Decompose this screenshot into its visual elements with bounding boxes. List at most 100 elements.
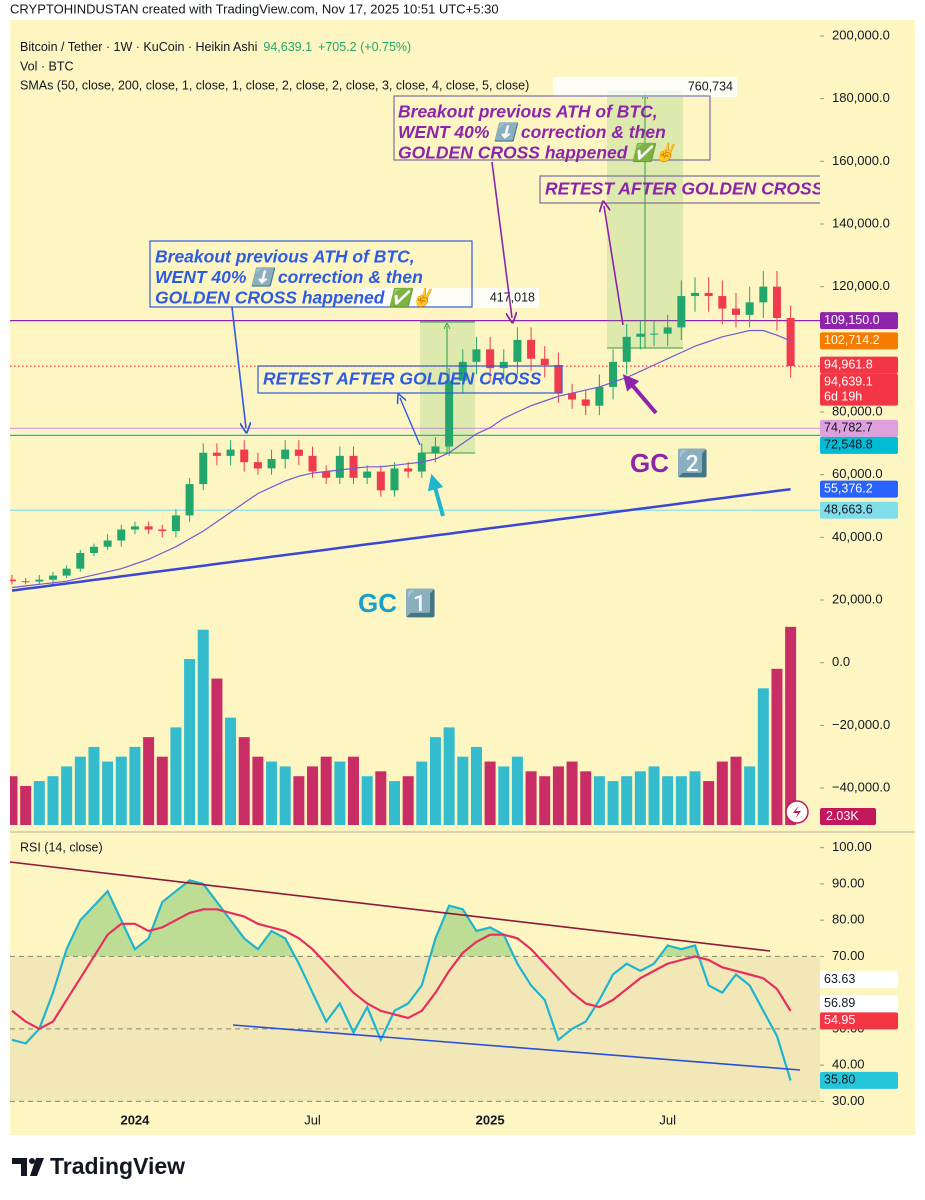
candle-body	[554, 365, 563, 394]
axes: 200,000.0 180,000.0 160,000.0 140,000.0 120,…	[120, 27, 898, 1127]
note-line: GOLDEN CROSS happened ✅✌️	[155, 287, 433, 309]
volume-bar	[689, 771, 701, 825]
volume-bar	[593, 776, 605, 825]
candle-body	[731, 308, 740, 315]
volume-bar	[525, 771, 537, 825]
candle-body	[267, 459, 276, 469]
volume-bar	[348, 756, 359, 825]
logo-mark	[29, 1158, 35, 1164]
volume-bar	[388, 781, 400, 825]
y-tick-label: 120,000.0	[832, 278, 890, 293]
price-tag-label: 94,639.1	[824, 374, 873, 388]
price-tag-label: 55,376.2	[824, 481, 873, 495]
volume-bar	[47, 776, 59, 825]
volume-bar	[416, 761, 428, 825]
candle-body	[185, 484, 194, 516]
volume-bar	[156, 756, 168, 825]
y-tick-label: 180,000.0	[832, 90, 890, 105]
candle-body	[117, 529, 126, 541]
candle-body	[513, 339, 522, 362]
volume-bar	[115, 756, 127, 825]
volume-bar	[402, 776, 414, 825]
note-box	[539, 175, 820, 204]
measure-label: 417,018	[490, 290, 535, 304]
candle-body	[636, 333, 645, 337]
candle-body	[458, 361, 467, 381]
candle-body	[527, 339, 536, 359]
volume-bar	[88, 746, 100, 825]
arrow	[491, 161, 512, 318]
volume-bar	[143, 737, 155, 825]
logo-mark	[30, 1158, 44, 1176]
candle-body	[35, 579, 44, 582]
note-line: WENT 40% ⬇️ correction & then	[155, 267, 423, 287]
candle-body	[10, 579, 16, 582]
price-tag	[820, 970, 898, 988]
gc1-label: GC 1️⃣	[358, 588, 437, 618]
price-tag	[820, 1071, 898, 1089]
sma-legend: SMAs (50, close, 200, close, 1, close, 1…	[20, 78, 529, 92]
price-tag-label: 48,663.6	[824, 502, 873, 516]
note-box	[149, 240, 473, 308]
candle-body	[76, 553, 85, 569]
volume-bar	[662, 776, 674, 825]
rsi-layer	[10, 879, 820, 1102]
last-price: 94,639.1	[263, 40, 312, 54]
replay-glyph	[793, 805, 801, 819]
candle-body	[786, 317, 795, 367]
volume-bar	[716, 761, 728, 825]
y-tick-label: 30.00	[832, 1093, 865, 1108]
price-tag-label: 74,782.7	[824, 421, 873, 435]
replay-button[interactable]	[785, 800, 809, 824]
volume-bar	[184, 659, 196, 825]
candle-body	[376, 471, 385, 491]
volume-bar	[225, 717, 237, 825]
candle-body	[158, 529, 167, 532]
candle-body	[171, 515, 180, 532]
candle-body	[691, 292, 699, 297]
volume-bar	[757, 688, 769, 825]
price-tag-label: 63.63	[824, 972, 855, 986]
volume-bar	[703, 781, 715, 825]
candle-body	[581, 399, 590, 406]
candle-body	[48, 575, 57, 580]
candle-body	[103, 540, 112, 547]
volume-tag	[820, 808, 876, 825]
y-tick-label: 60,000.0	[832, 466, 883, 481]
volume-bar	[334, 761, 346, 825]
price-tag	[820, 1012, 898, 1030]
volume-bar	[197, 629, 209, 825]
candle-body	[62, 568, 71, 576]
candle-body	[568, 393, 577, 400]
volume-bar	[744, 766, 756, 825]
volume-bar	[61, 766, 73, 825]
legend-symbol: Bitcoin / Tether · 1W · KuCoin · Heikin …	[20, 40, 411, 54]
candle-body	[390, 468, 399, 491]
volume-bar	[621, 776, 633, 825]
candle-body	[253, 462, 262, 469]
note-line: GOLDEN CROSS happened ✅✌️	[398, 142, 676, 164]
volume-bar	[580, 771, 592, 825]
footer: TradingView	[12, 1153, 185, 1179]
candle-body	[650, 333, 659, 335]
candle-body	[281, 449, 290, 460]
price-tag	[820, 436, 898, 454]
x-tick-label: Jul	[304, 1112, 321, 1127]
arrow	[231, 306, 246, 428]
trendline	[232, 1024, 801, 1071]
volume-bar	[634, 771, 646, 825]
chart-background	[10, 20, 915, 1135]
candle-body	[431, 446, 440, 453]
candle-body	[363, 471, 372, 478]
volume-layer	[10, 626, 797, 825]
candle-body	[499, 361, 508, 369]
note-line: Breakout previous ATH of BTC,	[398, 102, 658, 122]
candle-body	[130, 526, 139, 530]
candle-body	[472, 349, 481, 362]
candle-body	[704, 292, 713, 297]
price-tag-label: 35.80	[824, 1073, 855, 1087]
brand: TradingView	[50, 1153, 185, 1179]
price-tag-label: 72,548.8	[824, 438, 873, 452]
note: Breakout previous ATH of BTC,WENT 40% ⬇️…	[155, 247, 433, 309]
